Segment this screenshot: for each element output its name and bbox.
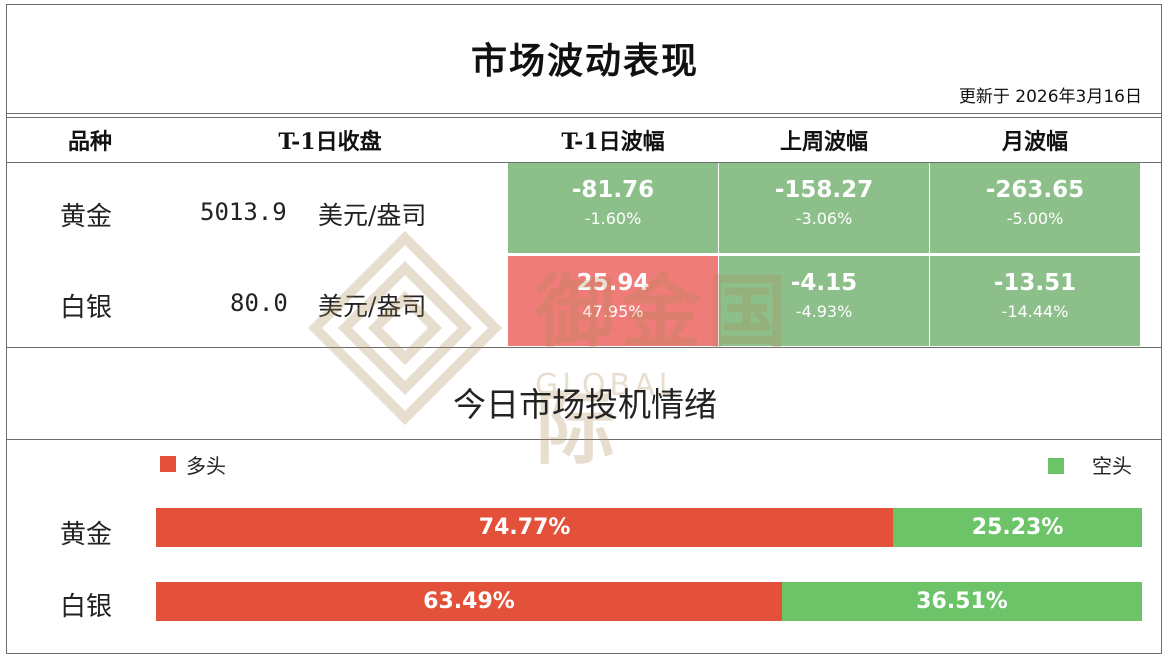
row-name-silver: 白银 — [60, 293, 113, 323]
cell-value: -263.65 — [985, 177, 1085, 203]
cell-silver-month: -13.51 -14.44% — [930, 256, 1140, 346]
cell-percent: -14.44% — [1001, 302, 1069, 321]
panel-frame — [6, 4, 1162, 654]
bar-long-segment: 63.49% — [156, 582, 782, 621]
page-title: 市场波动表现 — [470, 40, 699, 82]
close-unit-silver: 美元/盎司 — [318, 292, 427, 321]
updated-date: 更新于 2026年3月16日 — [958, 87, 1142, 107]
cell-percent: -3.06% — [795, 209, 853, 228]
cell-silver-t1: 25.94 47.95% — [508, 256, 718, 346]
cell-value: -13.51 — [993, 270, 1077, 296]
cell-percent: -5.00% — [1006, 209, 1064, 228]
bar-long-segment: 74.77% — [156, 508, 894, 547]
sentiment-row-silver: 白银 — [60, 592, 113, 622]
close-value-silver: 80.0 — [230, 289, 288, 317]
cell-percent: -1.60% — [584, 209, 642, 228]
legend-short-swatch — [1048, 458, 1064, 474]
row-name-gold: 黄金 — [60, 202, 113, 232]
cell-percent: 47.95% — [582, 302, 644, 321]
col-header-month-range: 月波幅 — [1001, 129, 1068, 155]
col-header-close: T-1日收盘 — [278, 129, 382, 155]
sentiment-bar-gold: 74.77% 25.23% — [156, 508, 1142, 547]
cell-value: -4.15 — [790, 270, 858, 296]
close-unit-gold: 美元/盎司 — [318, 201, 427, 230]
col-header-variety: 品种 — [67, 129, 112, 155]
divider-header — [6, 162, 1162, 163]
col-header-week-range: 上周波幅 — [779, 129, 868, 155]
cell-gold-week: -158.27 -3.06% — [719, 163, 929, 253]
divider-table — [6, 347, 1162, 348]
bar-short-segment: 25.23% — [893, 508, 1142, 547]
bar-short-segment: 36.51% — [782, 582, 1142, 621]
col-header-t1-range: T-1日波幅 — [561, 129, 665, 155]
cell-percent: -4.93% — [795, 302, 853, 321]
legend-long-label: 多头 — [186, 454, 226, 478]
sentiment-row-gold: 黄金 — [60, 520, 113, 550]
divider-sentiment — [6, 439, 1162, 440]
divider-title — [6, 113, 1162, 114]
legend-long-swatch — [160, 456, 176, 472]
divider-title-2 — [6, 117, 1162, 118]
cell-value: -158.27 — [774, 177, 874, 203]
cell-gold-month: -263.65 -5.00% — [930, 163, 1140, 253]
legend-short-label: 空头 — [1092, 454, 1132, 478]
cell-gold-t1: -81.76 -1.60% — [508, 163, 718, 253]
cell-silver-week: -4.15 -4.93% — [719, 256, 929, 346]
cell-value: -81.76 — [571, 177, 655, 203]
sentiment-title: 今日市场投机情绪 — [453, 385, 717, 424]
cell-value: 25.94 — [576, 270, 650, 296]
close-value-gold: 5013.9 — [200, 198, 287, 226]
sentiment-bar-silver: 63.49% 36.51% — [156, 582, 1142, 621]
